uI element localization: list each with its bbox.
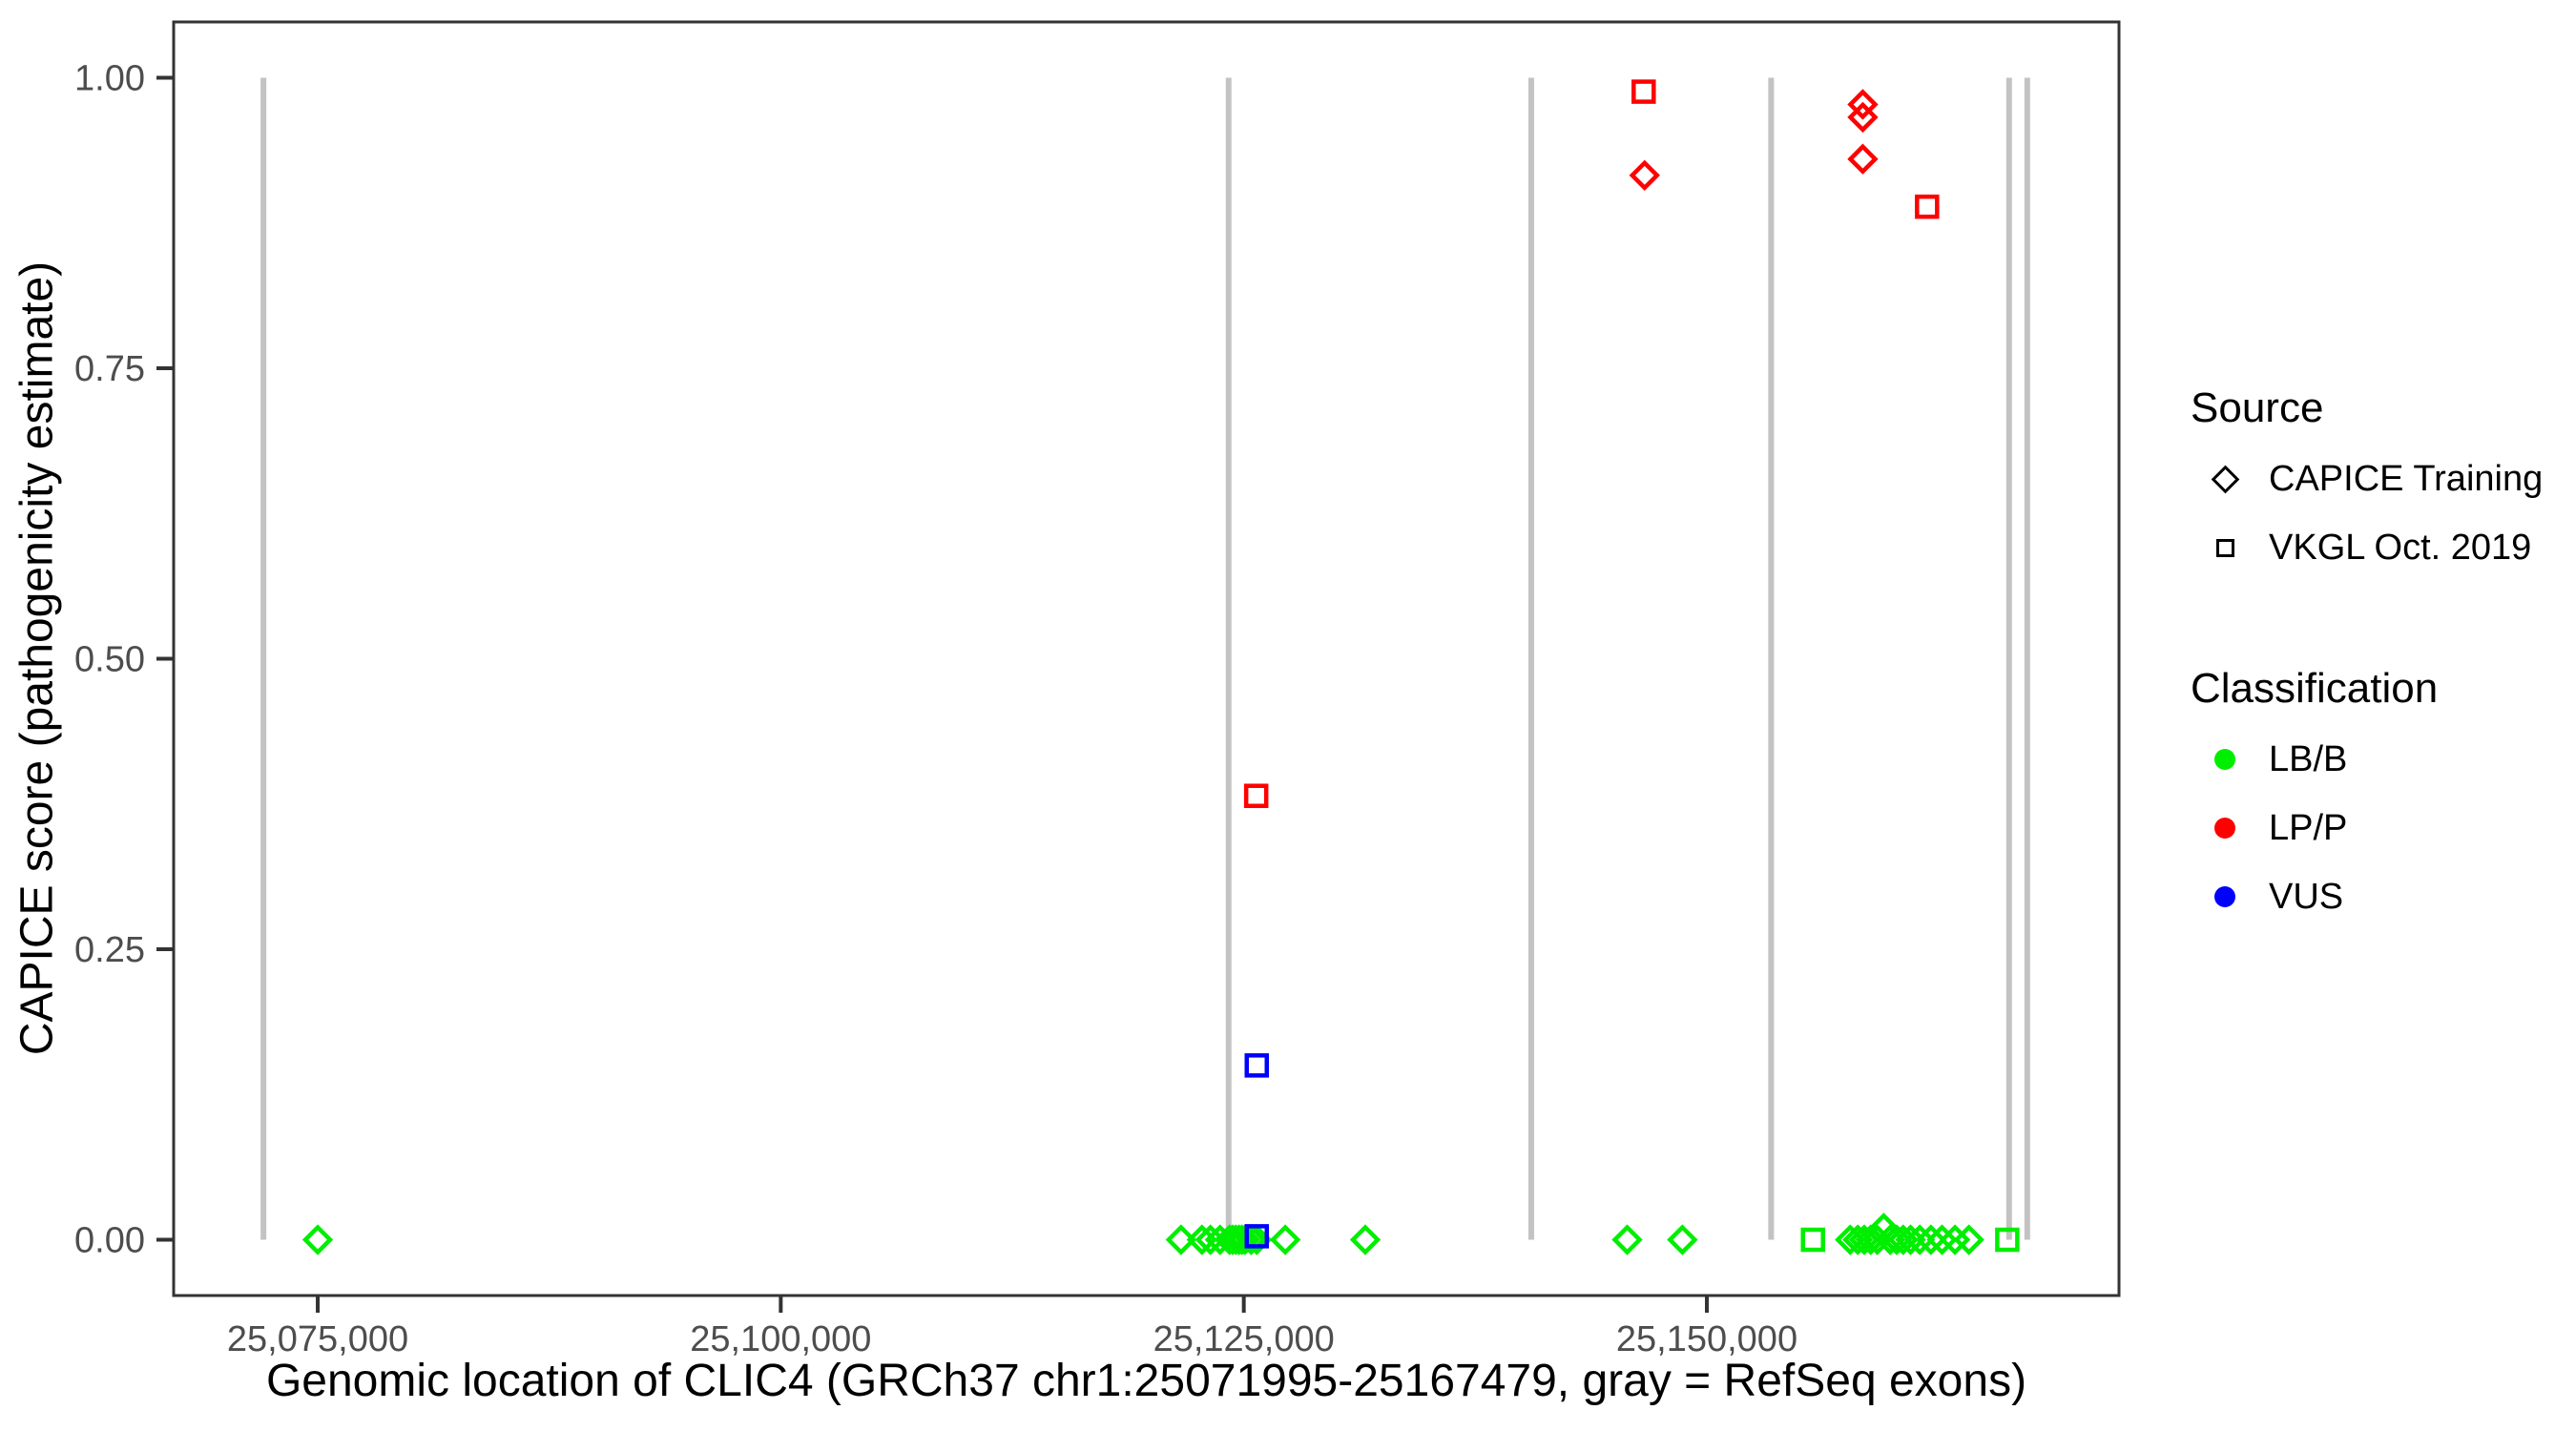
data-point-lpp-square — [1631, 79, 1656, 104]
green-dot-icon — [2214, 749, 2235, 771]
legend-classification-title: Classification — [2191, 665, 2439, 712]
data-point-lbb-diamond — [1611, 1224, 1643, 1255]
legend-item-label: CAPICE Training — [2269, 458, 2544, 499]
x-tick-label: 25,150,000 — [1616, 1319, 1797, 1359]
data-point-lpp-diamond — [1629, 159, 1660, 191]
legend-item-lbb: LB/B — [2191, 725, 2438, 794]
data-point-lbb-diamond — [1236, 1224, 1267, 1255]
data-point-vus-square — [1244, 1053, 1270, 1078]
data-point-lbb-diamond — [1904, 1224, 1936, 1255]
legend-item-label: LP/P — [2269, 807, 2348, 848]
legend-item-capice-training: CAPICE Training — [2191, 445, 2543, 513]
y-tick-label: 1.00 — [74, 58, 145, 98]
x-tick-label: 25,100,000 — [690, 1319, 871, 1359]
legend-item-lpp: LP/P — [2191, 794, 2438, 862]
y-tick-label: 0.75 — [74, 349, 145, 389]
data-point-lpp-diamond — [1847, 89, 1879, 120]
legend-item-vus: VUS — [2191, 862, 2438, 931]
y-tick-label: 0.50 — [74, 640, 145, 680]
data-point-lbb-diamond — [1848, 1224, 1880, 1255]
data-point-lbb-square — [1995, 1227, 2020, 1253]
data-point-lbb-diamond — [1229, 1224, 1261, 1255]
x-tick-label: 25,075,000 — [227, 1319, 408, 1359]
legend-classification: Classification LB/B LP/P VUS — [2191, 665, 2439, 931]
legend-item-label: VUS — [2269, 876, 2344, 917]
square-marker-icon — [2215, 538, 2234, 557]
y-tick-label: 0.25 — [74, 930, 145, 970]
y-axis-title: CAPICE score (pathogenicity estimate) — [11, 260, 63, 1056]
diamond-marker-icon — [2211, 465, 2239, 494]
data-point-lbb-diamond — [1915, 1224, 1947, 1255]
x-axis-title: Genomic location of CLIC4 (GRCh37 chr1:2… — [265, 1356, 2027, 1406]
data-point-lpp-square — [1243, 783, 1269, 808]
legend-source-title: Source — [2191, 384, 2324, 431]
data-point-lpp-diamond — [1847, 143, 1879, 175]
blue-dot-icon — [2214, 886, 2235, 908]
data-point-lbb-diamond — [1269, 1224, 1301, 1255]
data-point-lpp-square — [1915, 194, 1940, 219]
legend-item-label: LB/B — [2269, 738, 2348, 779]
data-point-lpp-diamond — [1847, 101, 1879, 134]
data-point-lbb-diamond — [1953, 1224, 1984, 1255]
data-point-lbb-square — [1800, 1227, 1825, 1253]
data-point-lbb-diamond — [301, 1224, 334, 1255]
data-point-lbb-diamond — [1895, 1224, 1926, 1255]
legend-item-vkgl: VKGL Oct. 2019 — [2191, 513, 2543, 582]
data-point-lbb-diamond — [1165, 1224, 1197, 1255]
data-point-lbb-diamond — [1349, 1224, 1381, 1255]
red-dot-icon — [2214, 818, 2235, 840]
legend-source: Source CAPICE Training VKGL Oct. 2019 — [2191, 384, 2543, 582]
data-point-lbb-diamond — [1667, 1224, 1698, 1255]
legend-item-label: VKGL Oct. 2019 — [2269, 527, 2532, 568]
data-point-lbb-diamond — [1926, 1224, 1958, 1255]
x-tick-label: 25,125,000 — [1153, 1319, 1335, 1359]
data-point-vus-square — [1244, 1224, 1270, 1249]
y-tick-label: 0.00 — [74, 1221, 145, 1261]
data-point-lbb-diamond — [1875, 1224, 1906, 1255]
plot-panel-border — [172, 20, 2121, 1297]
